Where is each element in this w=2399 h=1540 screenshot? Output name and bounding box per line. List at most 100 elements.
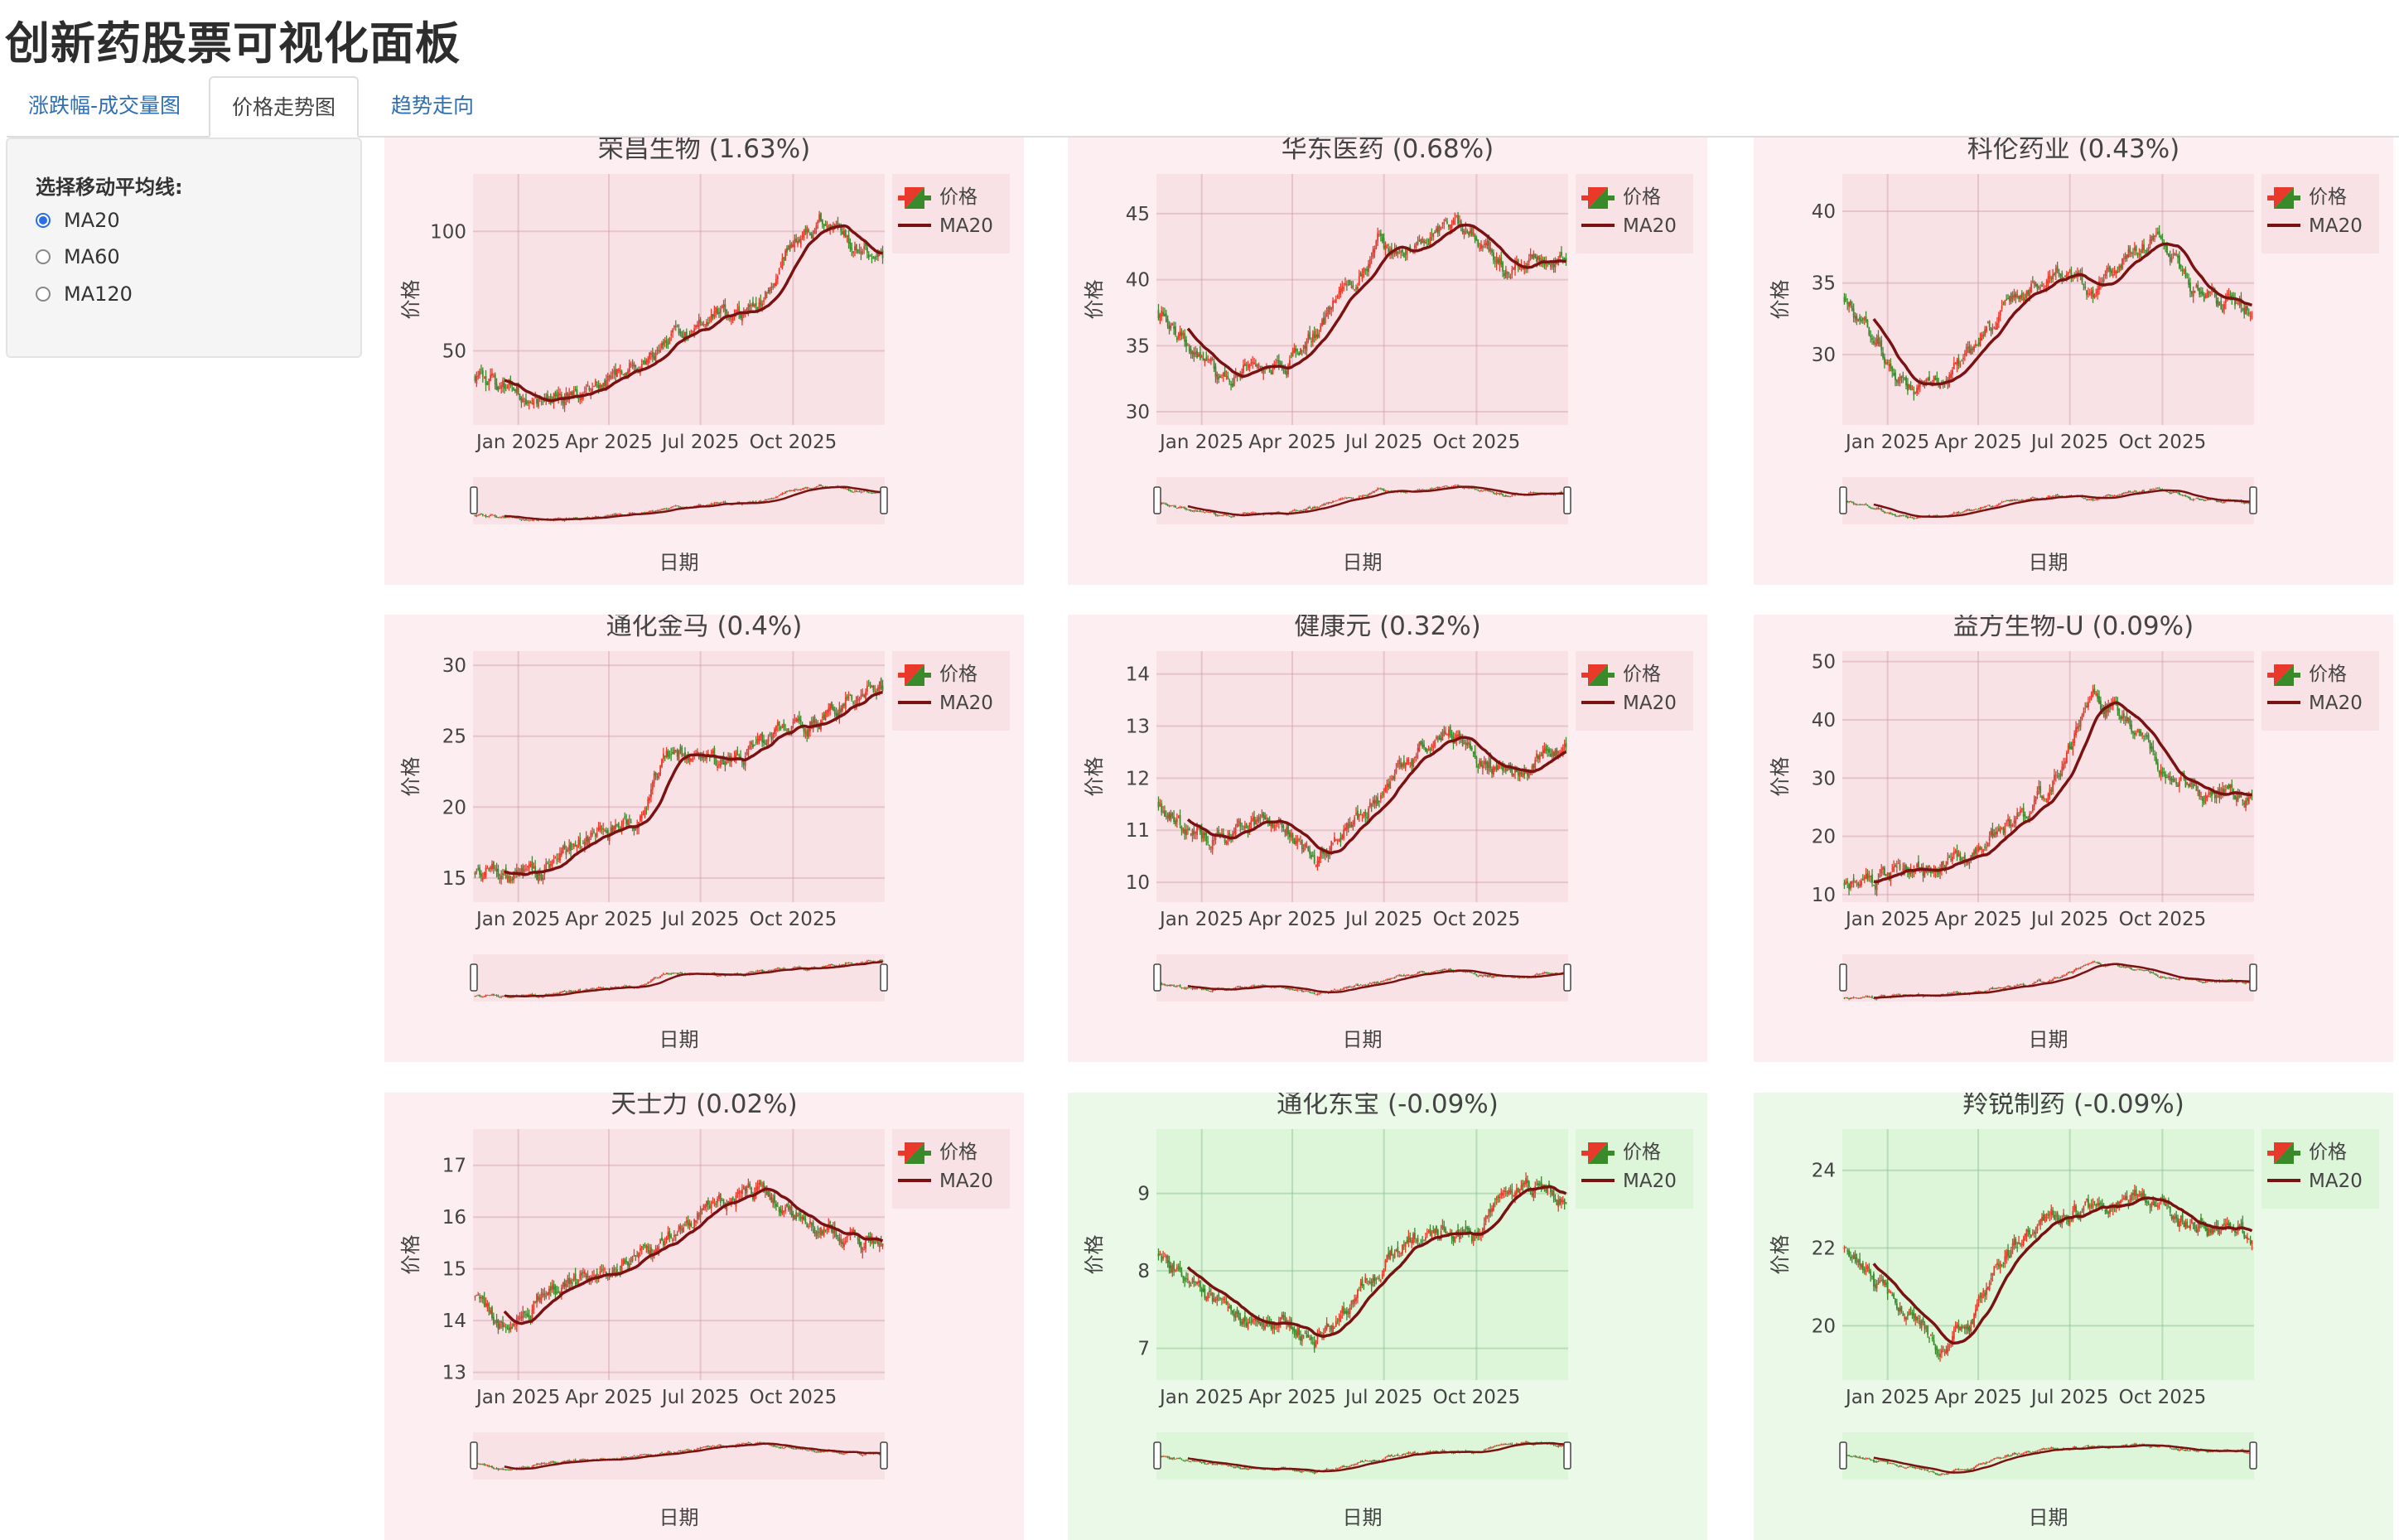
candle [1996, 827, 1998, 838]
legend-ma-label[interactable]: MA20 [939, 693, 993, 714]
radio-ma60[interactable]: MA60 [36, 245, 120, 268]
range-slider-left-handle[interactable] [471, 1442, 477, 1469]
y-tick-label: 22 [1812, 1238, 1836, 1260]
legend-price-label[interactable]: 价格 [939, 186, 977, 208]
candle [1403, 1240, 1405, 1250]
range-slider-left-handle[interactable] [1154, 487, 1161, 514]
candle [1921, 1320, 1923, 1331]
legend-price-label[interactable]: 价格 [2309, 186, 2347, 208]
range-slider-right-handle[interactable] [1564, 487, 1571, 514]
range-slider-right-handle[interactable] [2250, 487, 2257, 514]
candle [641, 1246, 643, 1255]
legend-price-label[interactable]: 价格 [1623, 186, 1661, 208]
plot-area[interactable] [1156, 1129, 1568, 1380]
candle [1502, 1190, 1504, 1198]
legend-ma-label[interactable]: MA20 [1623, 693, 1677, 714]
plot-area[interactable] [1842, 1129, 2254, 1380]
candle [1446, 733, 1448, 736]
candle [2132, 731, 2134, 739]
radio-ma20[interactable]: MA20 [36, 209, 120, 232]
range-slider-left-handle[interactable] [1154, 964, 1161, 991]
legend-ma-label[interactable]: MA20 [2309, 215, 2363, 237]
plot-area[interactable] [473, 174, 885, 425]
range-slider[interactable] [1156, 477, 1568, 524]
candle [475, 1295, 477, 1296]
legend-price-label[interactable]: 价格 [939, 1142, 977, 1163]
candle [1266, 814, 1267, 821]
candle [815, 222, 817, 234]
candle [1973, 1313, 1975, 1328]
candle [800, 235, 802, 248]
range-slider-left-handle[interactable] [1840, 487, 1846, 514]
plot-area[interactable] [1156, 174, 1568, 425]
legend-price-label[interactable]: 价格 [1623, 664, 1661, 685]
range-slider-right-handle[interactable] [1564, 964, 1571, 991]
candle [1876, 334, 1878, 346]
candle [2059, 268, 2060, 278]
candle [2009, 296, 2010, 305]
range-slider[interactable] [473, 1432, 885, 1480]
range-slider-right-handle[interactable] [881, 964, 887, 991]
candle [675, 321, 677, 331]
radio-checked-icon[interactable] [36, 213, 51, 228]
radio-unchecked-icon[interactable] [36, 249, 51, 264]
range-slider-left-handle[interactable] [471, 964, 477, 991]
candle [1884, 1280, 1885, 1287]
range-slider-right-handle[interactable] [2250, 964, 2257, 991]
candle [1845, 878, 1846, 884]
legend-ma-label[interactable]: MA20 [939, 1171, 993, 1192]
tab-price-trend[interactable]: 价格走势图 [209, 76, 359, 138]
range-slider[interactable] [1842, 1432, 2254, 1480]
candle [679, 744, 681, 754]
candle [1178, 1263, 1180, 1272]
candle [1261, 1321, 1262, 1329]
range-slider-right-handle[interactable] [881, 1442, 887, 1469]
radio-unchecked-icon[interactable] [36, 287, 51, 302]
range-slider-left-handle[interactable] [1840, 964, 1846, 991]
candle [480, 870, 482, 881]
range-slider-left-handle[interactable] [1154, 1442, 1161, 1469]
candle [1294, 989, 1296, 991]
tab-trend-direction[interactable]: 趋势走向 [369, 76, 495, 136]
candle [870, 682, 871, 688]
range-slider[interactable] [473, 954, 885, 1002]
candle [1314, 850, 1315, 865]
plot-area[interactable] [1156, 651, 1568, 902]
candle [1182, 331, 1184, 340]
legend-ma-label[interactable]: MA20 [1623, 215, 1677, 237]
legend-price-label[interactable]: 价格 [2309, 664, 2347, 685]
candle [2225, 293, 2227, 309]
plot-area[interactable] [473, 1129, 885, 1380]
radio-ma120[interactable]: MA120 [36, 282, 133, 306]
range-slider[interactable] [473, 477, 885, 524]
legend-price-label[interactable]: 价格 [1623, 1142, 1661, 1163]
candle [755, 736, 757, 746]
range-slider-right-handle[interactable] [881, 487, 887, 514]
candle [2094, 1201, 2096, 1206]
legend-ma-label[interactable]: MA20 [1623, 1171, 1677, 1192]
candle [502, 1316, 504, 1331]
legend-price-label[interactable]: 价格 [939, 664, 977, 685]
candle [2186, 782, 2188, 785]
legend-ma-label[interactable]: MA20 [2309, 693, 2363, 714]
candle [641, 811, 643, 822]
legend-ma-label[interactable]: MA20 [939, 215, 993, 237]
tab-change-volume[interactable]: 涨跌幅-成交量图 [7, 76, 202, 136]
range-slider[interactable] [1842, 477, 2254, 524]
range-slider[interactable] [1156, 1432, 1568, 1480]
range-slider-right-handle[interactable] [1564, 1442, 1571, 1469]
range-slider-left-handle[interactable] [471, 487, 477, 514]
candle [1182, 1276, 1184, 1283]
candle [661, 974, 663, 976]
range-slider[interactable] [1156, 954, 1568, 1002]
